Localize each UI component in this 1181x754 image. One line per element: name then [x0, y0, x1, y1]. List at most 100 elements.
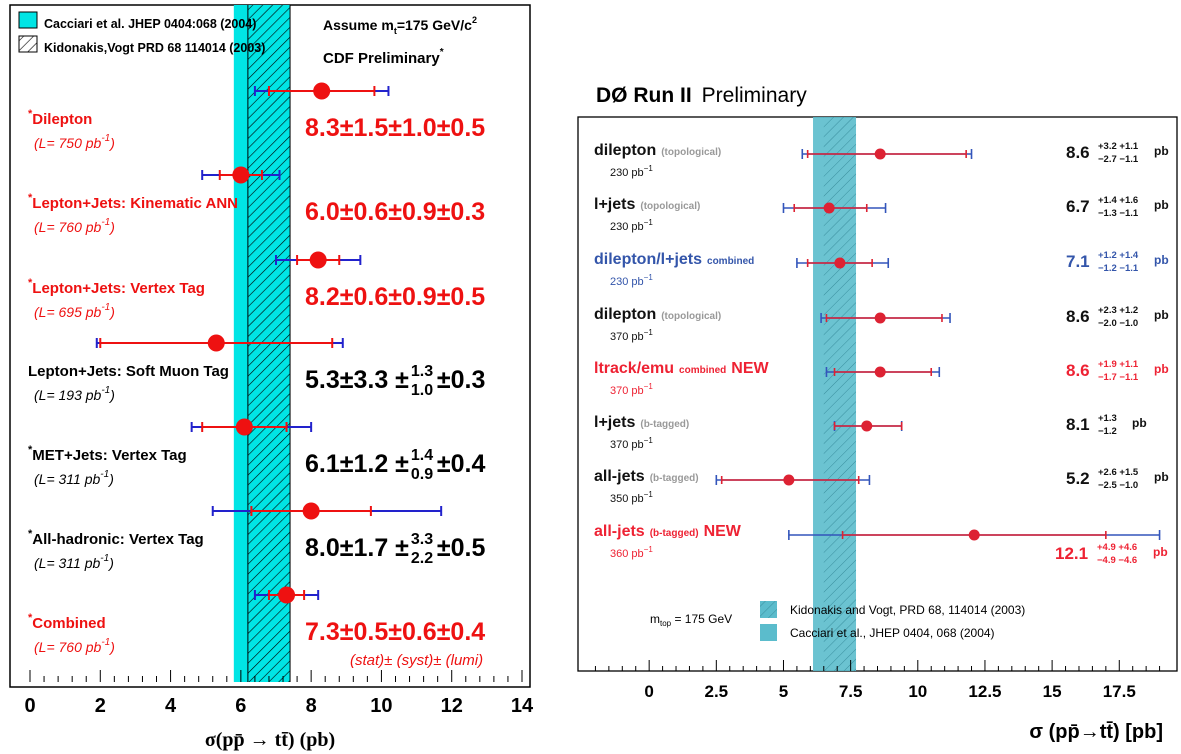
cdf-footnote: (stat)± (syst)± (lumi)	[350, 652, 483, 669]
result-lower-errors: −1.2	[1098, 426, 1117, 437]
mtop-assumption: Assume mt=175 GeV/c2	[323, 15, 477, 36]
result-value: 6.7	[1066, 197, 1090, 216]
measurement-point	[235, 418, 253, 436]
measurement-luminosity: (L= 311 pb-1)	[34, 469, 114, 487]
measurement-luminosity: (L= 760 pb-1)	[34, 217, 115, 235]
measurement-result: 6.1±1.2 ±	[305, 450, 409, 478]
measurement-point	[783, 474, 795, 486]
result-upper-errors: +4.9 +4.6	[1097, 542, 1137, 553]
measurement-result: 6.0±0.6±0.9±0.3	[305, 198, 485, 226]
d0-title: DØ Run II Preliminary	[596, 84, 807, 107]
measurement-point	[232, 166, 250, 184]
d0-kidonakis-band	[823, 117, 857, 671]
measurement-result: 8.0±1.7 ±	[305, 534, 409, 562]
measurement-point	[278, 586, 296, 604]
measurement-name: Lepton+Jets: Soft Muon Tag	[28, 363, 229, 380]
measurement-point	[874, 148, 886, 160]
measurement-name: *MET+Jets: Vertex Tag	[28, 444, 187, 464]
measurement-luminosity: 370 pb−1	[610, 328, 653, 343]
syst-lower: 1.0	[411, 382, 433, 399]
legend-label-cacciari: Cacciari et al. JHEP 0404:068 (2004)	[44, 17, 256, 31]
legend-label-kidonakis: Kidonakis,Vogt PRD 68 114014 (2003)	[44, 41, 265, 55]
result-unit: pb	[1154, 144, 1169, 158]
cdf-x-axis: 0 2 4 6 8 10 12 14	[24, 670, 534, 717]
measurement-name: *Lepton+Jets: Kinematic ANN	[28, 192, 238, 212]
result-value: 8.6	[1066, 307, 1090, 326]
d0-panel: DØ Run II Preliminary dilepton (topologica…	[577, 84, 1178, 743]
legend-swatch-cacciari-d0	[760, 624, 777, 641]
result-value: 5.2	[1066, 469, 1090, 488]
x-tick-label: 12	[441, 695, 463, 717]
x-tick-label: 0	[24, 695, 35, 717]
measurement-point	[309, 251, 327, 269]
measurement-luminosity: 360 pb−1	[610, 545, 653, 560]
measurement-name: dilepton (topological)	[594, 306, 721, 323]
measurement-point	[302, 502, 320, 520]
result-lower-errors: −2.5 −1.0	[1098, 480, 1138, 491]
syst-lower: 0.9	[411, 466, 433, 483]
x-tick-label: 4	[165, 695, 177, 717]
result-unit: pb	[1132, 416, 1147, 430]
result-lower-errors: −1.7 −1.1	[1098, 372, 1139, 383]
x-tick-label: 2	[95, 695, 106, 717]
result-upper-errors: +1.4 +1.6	[1098, 195, 1138, 206]
measurement-luminosity: (L= 750 pb-1)	[34, 133, 115, 151]
result-upper-errors: +2.3 +1.2	[1098, 305, 1138, 316]
result-lower-errors: −2.7 −1.1	[1098, 154, 1139, 165]
result-value: 8.6	[1066, 361, 1090, 380]
d0-x-axis: 0 2.5 5 7.5 10 12.5 15 17.5	[594, 660, 1161, 701]
measurement-luminosity: (L= 695 pb-1)	[34, 302, 115, 320]
result-upper-errors: +1.3	[1098, 413, 1117, 424]
measurement-luminosity: 350 pb−1	[610, 490, 653, 505]
x-tick-label: 10	[908, 682, 927, 701]
result-value: 12.1	[1055, 544, 1088, 563]
measurement-name: *Dilepton	[28, 108, 92, 128]
measurement-point	[874, 312, 886, 324]
measurement-name: l+jets (b-tagged)	[594, 414, 689, 431]
result-unit: pb	[1154, 470, 1169, 484]
syst-lower: 2.2	[411, 550, 433, 567]
result-upper-errors: +1.9 +1.1	[1098, 359, 1139, 370]
measurement-name: dilepton/l+jets combined	[594, 251, 754, 268]
cdf-measurements: *Dilepton (L= 750 pb-1) 8.3±1.5±1.0±0.5 *Le…	[28, 82, 486, 655]
result-unit: pb	[1154, 308, 1169, 322]
syst-upper: 3.3	[411, 531, 433, 548]
syst-upper: 1.3	[411, 363, 433, 380]
lumi-uncertainty: ±0.4	[437, 450, 486, 478]
x-tick-label: 2.5	[704, 682, 728, 701]
measurement-luminosity: 370 pb−1	[610, 436, 653, 451]
cdf-legend: Cacciari et al. JHEP 0404:068 (2004) Kid…	[18, 11, 265, 55]
measurement-name: *All-hadronic: Vertex Tag	[28, 528, 204, 548]
x-tick-label: 0	[644, 682, 653, 701]
measurement-result: 8.2±0.6±0.9±0.5	[305, 283, 485, 311]
measurement-point	[968, 529, 980, 541]
cdf-panel: Cacciari et al. JHEP 0404:068 (2004) Kid…	[9, 4, 534, 751]
measurement-point	[823, 202, 835, 214]
cdf-x-axis-label: σ(pp̄ → tt̄) (pb)	[205, 729, 335, 751]
legend-label-cacciari-d0: Cacciari et al., JHEP 0404, 068 (2004)	[790, 626, 995, 640]
d0-legend: mtop = 175 GeV Kidonakis and Vogt, PRD 6…	[650, 601, 1025, 641]
measurement-result: 8.3±1.5±1.0±0.5	[305, 114, 485, 142]
measurement-name: dilepton (topological)	[594, 142, 721, 159]
x-tick-label: 15	[1043, 682, 1062, 701]
x-tick-label: 7.5	[839, 682, 863, 701]
measurement-point	[861, 420, 873, 432]
lumi-uncertainty: ±0.3	[437, 366, 485, 394]
legend-swatch-cacciari	[18, 11, 38, 29]
measurement-luminosity: (L= 760 pb-1)	[34, 637, 115, 655]
result-value: 8.1	[1066, 415, 1090, 434]
measurement-name: *Combined	[28, 612, 106, 632]
measurement-point	[313, 82, 331, 100]
lumi-uncertainty: ±0.5	[437, 534, 486, 562]
cdf-preliminary-label: CDF Preliminary*	[323, 47, 444, 67]
measurement-luminosity: (L= 193 pb-1)	[34, 385, 115, 403]
result-upper-errors: +3.2 +1.1	[1098, 141, 1139, 152]
legend-label-kidonakis-vogt: Kidonakis and Vogt, PRD 68, 114014 (2003…	[790, 603, 1025, 617]
legend-swatch-kidonakis	[18, 35, 38, 53]
x-tick-label: 6	[235, 695, 246, 717]
measurement-luminosity: 370 pb−1	[610, 382, 653, 397]
x-tick-label: 17.5	[1103, 682, 1136, 701]
result-upper-errors: +1.2 +1.4	[1098, 250, 1139, 261]
result-value: 7.1	[1066, 252, 1090, 271]
